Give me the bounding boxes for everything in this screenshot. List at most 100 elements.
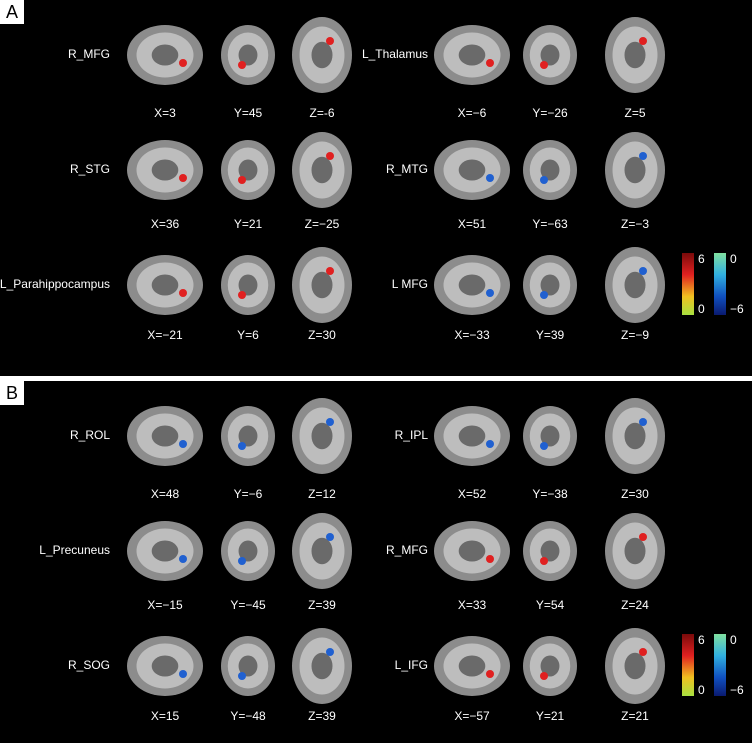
slice-inner [540,44,560,66]
brain-slice [434,521,510,581]
brain-slice [127,140,203,200]
brain-slice [292,17,352,93]
slice-inner [624,156,646,184]
slice-inner [458,44,486,66]
activation-blob [238,557,246,565]
brain-slice [127,25,203,85]
activation-blob [326,267,334,275]
brain-slice [127,521,203,581]
activation-blob [540,291,548,299]
activation-blob [179,174,187,182]
slice-inner [311,652,333,680]
panel-label: B [6,383,18,403]
coordinate-label: X=3 [154,106,176,120]
coordinate-label: Y=39 [536,328,565,342]
slice-inner [624,422,646,450]
region-label: R_MFG [386,543,428,557]
brain-slice [292,132,352,208]
brain-slice [523,140,577,200]
slice-inner [458,274,486,296]
slice-inner [311,271,333,299]
coordinate-label: X=−15 [147,598,183,612]
slice-inner [238,655,258,677]
coordinate-label: Y=45 [234,106,263,120]
panel-divider [0,376,752,381]
brain-slice [605,132,665,208]
colorbar-label: 0 [698,683,705,697]
coordinate-label: Z=−3 [621,217,649,231]
activation-blob [639,267,647,275]
activation-blob [238,442,246,450]
region-label: L_Precuneus [39,543,110,557]
region-label: L_IFG [395,658,428,672]
coordinate-label: Y=21 [536,709,565,723]
panel-label-box [0,381,24,405]
slice-inner [311,422,333,450]
slice-inner [540,159,560,181]
activation-blob [639,533,647,541]
coordinate-label: Z=-6 [309,106,334,120]
activation-blob [179,555,187,563]
region-label: R_MFG [68,47,110,61]
brain-slice [221,521,275,581]
activation-blob [540,61,548,69]
brain-slice [523,25,577,85]
brain-slice [523,255,577,315]
activation-blob [540,442,548,450]
region-label: L MFG [392,277,428,291]
brain-slice [434,406,510,466]
colorbar-label: −6 [730,683,744,697]
slice-inner [540,655,560,677]
brain-slice [127,406,203,466]
coordinate-label: Y=−26 [532,106,568,120]
coordinate-label: X=33 [458,598,487,612]
colorbar-positive [682,634,694,696]
activation-blob [540,176,548,184]
brain-slice [221,25,275,85]
coordinate-label: X=15 [151,709,180,723]
coordinate-label: X=51 [458,217,487,231]
brain-slice [605,398,665,474]
slice-inner [311,537,333,565]
region-label: L_Parahippocampus [0,277,110,291]
panel-label: A [6,2,18,22]
activation-blob [540,672,548,680]
slice-inner [151,655,179,677]
coordinate-label: X=−21 [147,328,183,342]
slice-inner [624,41,646,69]
slice-inner [540,274,560,296]
coordinate-label: Z=39 [308,598,336,612]
coordinate-label: Z=30 [621,487,649,501]
slice-inner [458,655,486,677]
slice-inner [458,425,486,447]
slice-inner [624,537,646,565]
brain-slice [523,521,577,581]
slice-inner [151,540,179,562]
coordinate-label: X=36 [151,217,180,231]
activation-blob [179,59,187,67]
brain-slice [292,513,352,589]
slice-inner [458,540,486,562]
activation-blob [486,440,494,448]
slice-inner [151,44,179,66]
colorbar-label: 6 [698,633,705,647]
activation-blob [238,61,246,69]
colorbar-label: 0 [730,252,737,266]
slice-inner [238,44,258,66]
coordinate-label: X=52 [458,487,487,501]
slice-inner [238,274,258,296]
coordinate-label: X=48 [151,487,180,501]
brain-slice [434,25,510,85]
slice-inner [311,156,333,184]
coordinate-label: Z=5 [624,106,645,120]
brain-slice [605,628,665,704]
colorbar-negative [714,253,726,315]
colorbar-label: 6 [698,252,705,266]
coordinate-label: Z=−9 [621,328,649,342]
slice-inner [624,652,646,680]
slice-inner [540,540,560,562]
activation-blob [639,152,647,160]
coordinate-label: X=−57 [454,709,490,723]
brain-slice [221,406,275,466]
